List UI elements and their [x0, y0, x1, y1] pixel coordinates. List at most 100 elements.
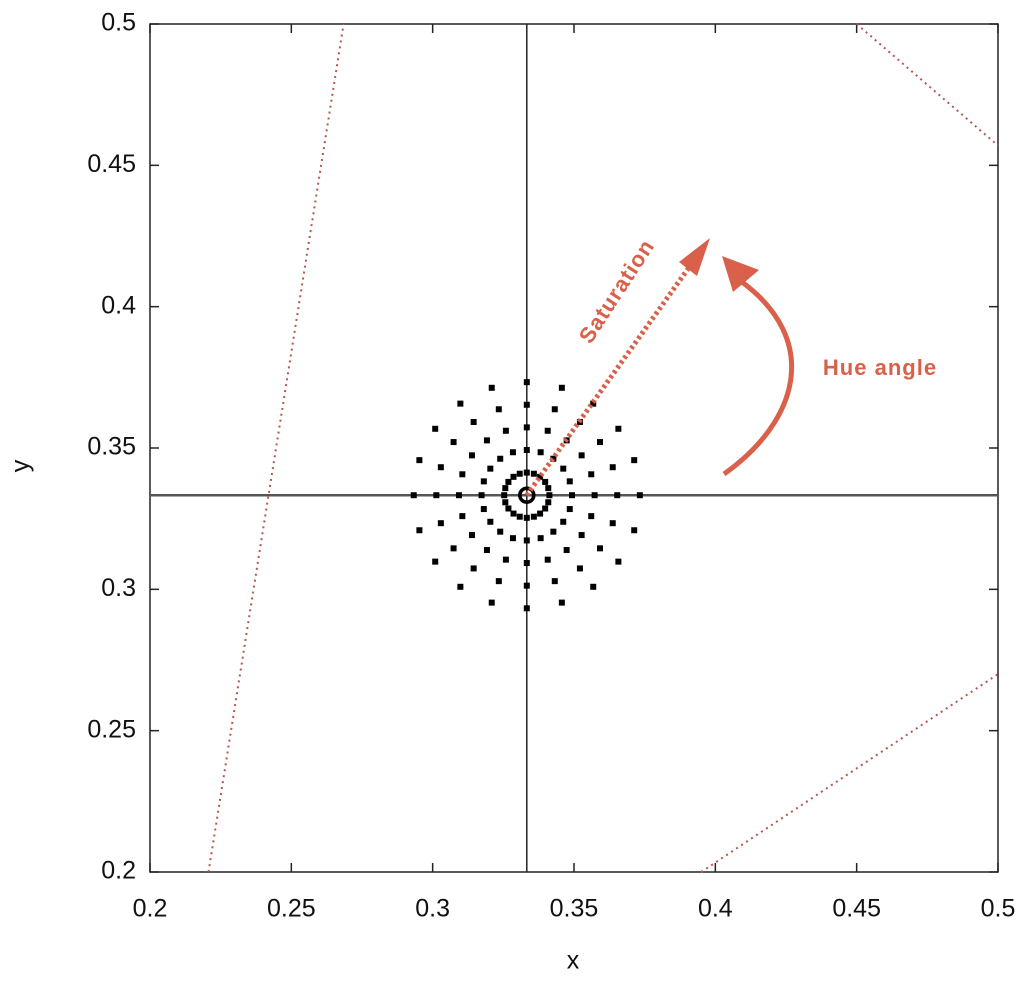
point	[523, 379, 530, 386]
x-tick-label: 0.5	[981, 895, 1016, 923]
point	[576, 565, 583, 572]
point	[615, 425, 622, 432]
point	[590, 583, 597, 590]
y-tick-label: 0.2	[101, 857, 136, 885]
point	[510, 473, 517, 480]
point	[478, 492, 485, 499]
point	[416, 457, 423, 464]
point	[560, 518, 567, 525]
point	[591, 492, 598, 499]
point	[468, 532, 475, 539]
point	[502, 556, 509, 563]
point	[523, 560, 530, 567]
saturation-arrow	[524, 264, 693, 497]
point	[523, 401, 530, 408]
annotation: Hue angle	[823, 355, 937, 380]
point	[588, 513, 595, 520]
point	[550, 528, 557, 535]
point	[459, 513, 466, 520]
point	[609, 520, 616, 527]
point	[569, 492, 576, 499]
point	[505, 505, 512, 512]
point	[563, 547, 570, 554]
point	[578, 532, 585, 539]
point	[542, 505, 549, 512]
point	[502, 485, 509, 492]
point	[545, 499, 552, 506]
point	[509, 449, 516, 456]
point	[551, 578, 558, 585]
point	[545, 485, 552, 492]
point	[578, 452, 585, 459]
y-tick-label: 0.4	[101, 291, 136, 319]
y-tick-label: 0.5	[101, 9, 136, 37]
point	[530, 470, 537, 477]
point	[544, 556, 551, 563]
point	[537, 449, 544, 456]
point	[510, 510, 517, 517]
hue-arrowhead	[722, 256, 759, 292]
point	[558, 599, 565, 606]
point	[487, 465, 494, 472]
point	[459, 471, 466, 478]
point	[590, 400, 597, 407]
point	[523, 424, 530, 431]
x-axis-label: x	[567, 947, 580, 975]
x-tick-label: 0.2	[133, 895, 168, 923]
point	[470, 418, 477, 425]
point	[597, 439, 604, 446]
hue-arrow	[722, 279, 794, 477]
point	[530, 513, 537, 520]
point	[455, 492, 462, 499]
point	[470, 565, 477, 572]
point	[487, 518, 494, 525]
point	[523, 605, 530, 612]
point	[502, 499, 509, 506]
y-tick-label: 0.3	[101, 574, 136, 602]
x-tick-label: 0.35	[550, 895, 599, 923]
point	[505, 478, 512, 485]
point	[537, 510, 544, 517]
point	[516, 470, 523, 477]
point	[609, 464, 616, 471]
point	[457, 400, 464, 407]
plot-area	[149, 23, 999, 873]
point	[537, 473, 544, 480]
point	[437, 520, 444, 527]
point	[480, 478, 487, 485]
point	[495, 578, 502, 585]
point	[410, 492, 417, 499]
point	[523, 446, 530, 453]
point	[523, 469, 530, 476]
point	[516, 513, 523, 520]
point	[509, 535, 516, 542]
point	[597, 545, 604, 552]
point	[588, 471, 595, 478]
point	[631, 527, 638, 534]
point	[523, 537, 530, 544]
point	[488, 599, 495, 606]
point	[542, 478, 549, 485]
point	[523, 582, 530, 589]
point	[615, 558, 622, 565]
point	[537, 535, 544, 542]
saturation-arrowhead	[679, 238, 710, 276]
point	[483, 547, 490, 554]
x-tick-label: 0.4	[698, 895, 733, 923]
point	[450, 439, 457, 446]
y-tick-label: 0.35	[87, 433, 136, 461]
point	[457, 583, 464, 590]
point	[502, 427, 509, 434]
point	[546, 492, 553, 499]
point	[566, 478, 573, 485]
point	[432, 558, 439, 565]
x-tick-label: 0.45	[832, 895, 881, 923]
x-tick-label: 0.3	[415, 895, 450, 923]
point	[566, 506, 573, 513]
point	[450, 545, 457, 552]
point	[614, 492, 621, 499]
point	[480, 506, 487, 513]
boundary-line	[207, 23, 345, 873]
